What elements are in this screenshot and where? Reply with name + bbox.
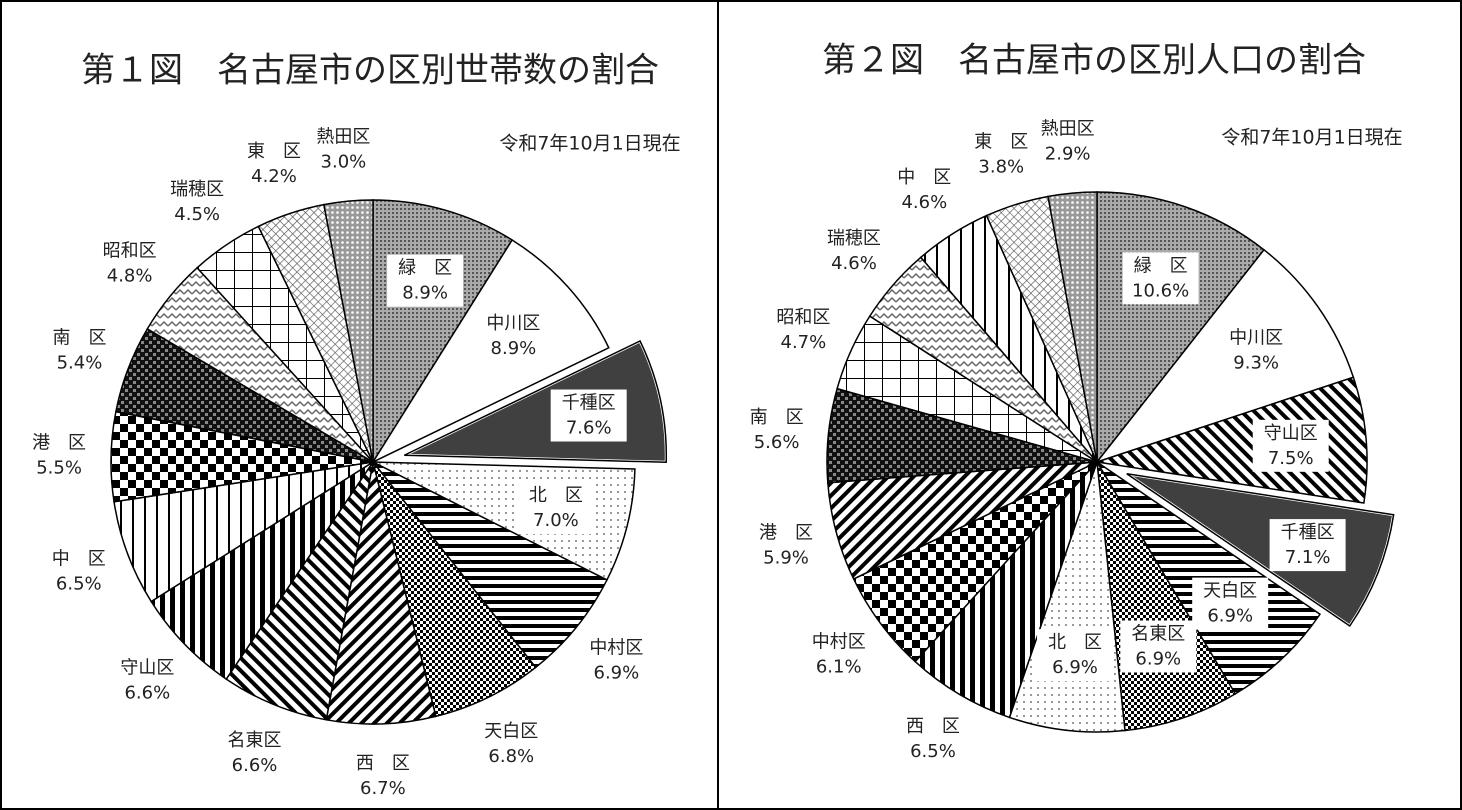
chart-title: 第２図 名古屋市の区別人口の割合 bbox=[822, 41, 1366, 81]
slice-label: 緑 区 bbox=[398, 258, 452, 279]
slice-label: 北 区 bbox=[529, 485, 583, 506]
slice-label: 中村区 bbox=[812, 631, 866, 652]
pie-slice bbox=[150, 461, 374, 681]
slice-value-label: 3.8% bbox=[978, 157, 1024, 178]
slice-value-label: 4.8% bbox=[107, 266, 153, 287]
slice-value-label: 4.2% bbox=[251, 166, 297, 187]
slice-label: 天白区 bbox=[484, 721, 538, 742]
label-background bbox=[1122, 252, 1199, 305]
label-background bbox=[475, 310, 552, 363]
slice-value-label: 6.8% bbox=[488, 746, 534, 767]
slice-label: 港 区 bbox=[32, 433, 86, 454]
slice-value-label: 6.5% bbox=[910, 741, 956, 762]
slice-label: 名東区 bbox=[228, 730, 282, 751]
pie-slice bbox=[372, 461, 608, 669]
label-background bbox=[387, 254, 464, 307]
chart-subtitle: 令和7年10月1日現在 bbox=[499, 133, 680, 155]
slice-label: 中 区 bbox=[897, 167, 951, 188]
slice-label: 熱田区 bbox=[1041, 118, 1095, 139]
slice-value-label: 8.9% bbox=[491, 338, 537, 359]
slice-value-label: 7.5% bbox=[1268, 448, 1314, 469]
slice-label: 北 区 bbox=[1048, 632, 1102, 653]
slice-value-label: 5.4% bbox=[57, 352, 103, 373]
slice-value-label: 2.9% bbox=[1045, 143, 1091, 164]
slice-label: 南 区 bbox=[750, 407, 804, 428]
pie-slice-outline bbox=[403, 339, 667, 464]
slice-value-label: 10.6% bbox=[1132, 280, 1189, 301]
slice-value-label: 9.3% bbox=[1233, 352, 1279, 373]
slice-value-label: 4.7% bbox=[781, 332, 827, 353]
slice-label: 昭和区 bbox=[103, 241, 157, 262]
pie-slice bbox=[225, 461, 374, 721]
slice-label: 東 区 bbox=[974, 132, 1028, 153]
slice-label: 緑 区 bbox=[1134, 255, 1188, 276]
slice-label: 守山区 bbox=[1264, 423, 1318, 444]
slice-value-label: 6.7% bbox=[360, 778, 406, 799]
slice-label: 南 区 bbox=[52, 327, 106, 348]
label-background bbox=[1269, 519, 1346, 572]
label-background bbox=[1218, 324, 1295, 377]
chart-title: 第１図 名古屋市の区別世帯数の割合 bbox=[81, 51, 659, 91]
slice-value-label: 4.6% bbox=[831, 253, 877, 274]
slice-label: 名東区 bbox=[1131, 623, 1185, 644]
pie-slice bbox=[325, 461, 437, 725]
label-background bbox=[517, 482, 594, 535]
slice-value-label: 6.1% bbox=[816, 656, 862, 677]
slice-value-label: 6.9% bbox=[1135, 648, 1181, 669]
slice-label: 千種区 bbox=[1281, 522, 1335, 543]
slice-value-label: 6.6% bbox=[232, 755, 278, 776]
pie-slice-outline bbox=[1126, 473, 1395, 628]
pie-slice bbox=[322, 199, 374, 463]
slice-label: 中 区 bbox=[52, 549, 106, 570]
slice-value-label: 6.9% bbox=[594, 662, 640, 683]
slice-label: 千種区 bbox=[562, 393, 616, 414]
slice-value-label: 6.9% bbox=[1207, 606, 1253, 627]
slice-value-label: 5.9% bbox=[763, 548, 809, 569]
slice-label: 昭和区 bbox=[776, 307, 830, 328]
slice-label: 西 区 bbox=[906, 716, 960, 737]
slice-label: 港 区 bbox=[759, 523, 813, 544]
slice-label: 中村区 bbox=[589, 637, 643, 658]
slice-label: 天白区 bbox=[1203, 581, 1257, 602]
label-background bbox=[550, 389, 627, 442]
slice-label: 瑞穂区 bbox=[170, 179, 224, 200]
slice-value-label: 4.6% bbox=[901, 192, 947, 213]
label-background bbox=[1192, 577, 1269, 630]
slice-label: 中川区 bbox=[1229, 327, 1283, 348]
slice-label: 熱田区 bbox=[316, 126, 370, 147]
slice-value-label: 7.0% bbox=[533, 510, 579, 531]
slice-value-label: 6.5% bbox=[56, 574, 102, 595]
slice-value-label: 4.5% bbox=[174, 204, 220, 225]
slice-value-label: 3.0% bbox=[321, 151, 367, 172]
slice-label: 東 区 bbox=[247, 141, 301, 162]
slice-value-label: 7.1% bbox=[1285, 547, 1331, 568]
label-background bbox=[1120, 620, 1197, 673]
slice-label: 守山区 bbox=[120, 657, 174, 678]
label-background bbox=[1037, 629, 1114, 682]
slice-value-label: 6.6% bbox=[124, 682, 170, 703]
slice-label: 中川区 bbox=[486, 313, 540, 334]
label-background bbox=[1252, 419, 1329, 472]
slice-label: 瑞穂区 bbox=[827, 228, 881, 249]
slice-value-label: 7.6% bbox=[566, 418, 612, 439]
slice-value-label: 5.5% bbox=[36, 458, 82, 479]
slice-label: 西 区 bbox=[356, 753, 410, 774]
pie-slice bbox=[372, 461, 537, 718]
chart-subtitle: 令和7年10月1日現在 bbox=[1221, 127, 1402, 149]
slice-value-label: 5.6% bbox=[754, 432, 800, 453]
pie-slice bbox=[1047, 191, 1098, 463]
slice-value-label: 8.9% bbox=[402, 283, 448, 304]
slice-value-label: 6.9% bbox=[1052, 657, 1098, 678]
pie-slice bbox=[914, 461, 1098, 719]
